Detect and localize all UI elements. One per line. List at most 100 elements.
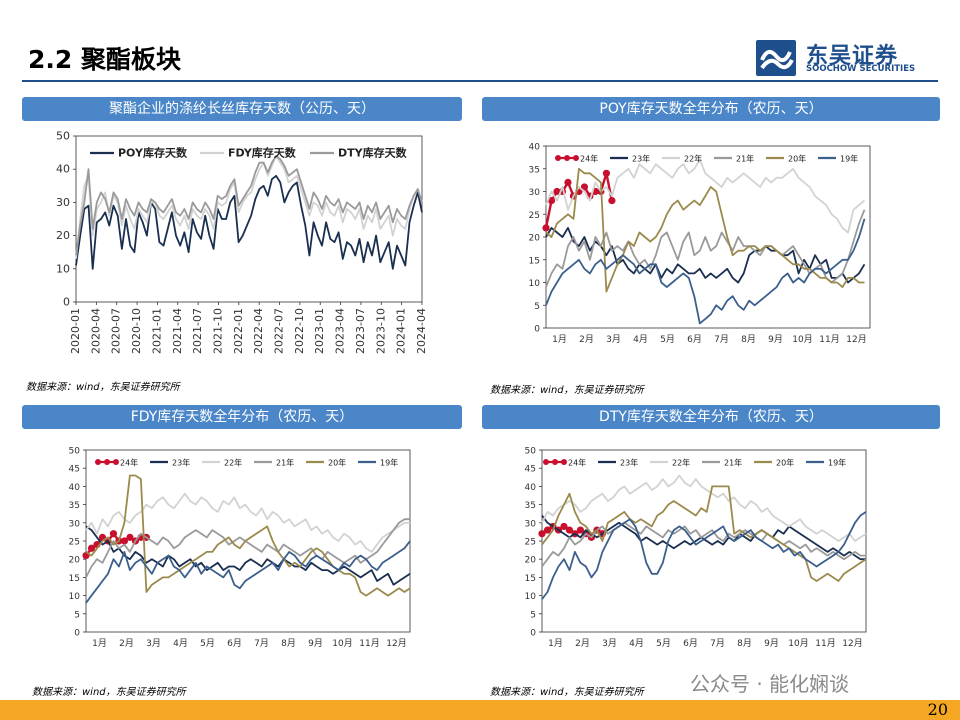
series-line-FDY库存天数	[75, 155, 423, 259]
y-tick-label: 20	[56, 229, 70, 242]
x-tick-label: 2022-01	[232, 308, 245, 354]
series-point-24年	[602, 169, 611, 177]
x-tick-label: 2月	[119, 638, 134, 649]
x-tick-label: 10月	[788, 638, 808, 649]
legend-label: 21年	[736, 154, 754, 164]
y-tick-label: 20	[525, 556, 537, 566]
series-point-24年	[542, 224, 550, 232]
x-tick-label: 8月	[737, 638, 752, 649]
legend-label: FDY库存天数	[228, 146, 297, 160]
x-tick-label: 2月	[579, 334, 594, 345]
x-tick-label: 2022-04	[252, 308, 265, 354]
y-tick-label: 45	[69, 465, 80, 475]
plot-frame	[541, 449, 867, 633]
x-tick-label: 6月	[687, 334, 702, 345]
x-tick-label: 2022-07	[273, 308, 286, 354]
legend-label: 24年	[580, 154, 598, 164]
x-tick-label: 4月	[633, 334, 648, 345]
legend-marker	[543, 459, 549, 465]
series-line-DTY库存天数	[75, 155, 423, 256]
series-point-24年	[553, 187, 561, 196]
series-line-19年	[545, 218, 866, 325]
x-tick-label: 12月	[846, 334, 866, 345]
x-tick-label: 4月	[173, 638, 188, 649]
x-tick-label: 6月	[683, 638, 698, 649]
y-tick-label: 15	[69, 574, 80, 584]
series-line-22年	[545, 158, 866, 234]
y-tick-label: 25	[525, 538, 536, 548]
x-tick-label: 3月	[606, 334, 621, 345]
series-line-POY库存天数	[75, 174, 423, 270]
x-tick-label: 2020-01	[69, 308, 82, 354]
legend-label: 19年	[380, 458, 398, 468]
y-tick-label: 20	[69, 556, 81, 566]
x-tick-label: 2021-01	[150, 308, 163, 354]
legend-marker	[555, 155, 561, 161]
x-tick-label: 2020-07	[110, 308, 123, 354]
x-tick-label: 2023-01	[313, 308, 326, 354]
x-tick-label: 2021-04	[171, 308, 184, 354]
y-tick-label: 25	[529, 211, 540, 221]
series-point-24年	[543, 526, 552, 534]
x-tick-label: 9月	[768, 334, 783, 345]
legend-label: 20年	[788, 154, 806, 164]
y-tick-label: 50	[56, 130, 70, 143]
y-tick-label: 10	[69, 592, 81, 602]
legend-label: 22年	[684, 154, 702, 164]
chart-fdy-lunar: 0 5 10 15 20 25 30 35 40 45 50 1月 2月 3月 4月 5月 6月 7月 8月 9月 10…	[69, 447, 411, 649]
legend-label: 21年	[724, 458, 742, 468]
page-title: 2.2 聚酯板块	[28, 45, 181, 74]
legend-label: 20年	[776, 458, 794, 468]
y-tick-label: 10	[529, 279, 541, 289]
x-tick-label: 5月	[200, 638, 215, 649]
x-tick-label: 2022-10	[293, 308, 306, 354]
legend-marker	[564, 155, 570, 161]
y-tick-label: 5	[534, 302, 540, 312]
legend-marker	[95, 459, 101, 465]
x-tick-label: 5月	[656, 638, 671, 649]
x-tick-label: 2023-07	[354, 308, 367, 354]
x-tick-label: 5月	[660, 334, 675, 345]
x-tick-label: 4月	[629, 638, 644, 649]
bottom-bar	[0, 700, 960, 720]
x-tick-label: 2021-07	[191, 308, 204, 354]
source-note-2: 数据来源：wind，东吴证券研究所	[490, 385, 644, 396]
legend-marker	[552, 459, 558, 465]
y-tick-label: 0	[74, 629, 80, 639]
series-point-24年	[580, 183, 589, 191]
x-tick-label: 2024-01	[395, 308, 408, 354]
series-line-20年	[541, 485, 867, 582]
x-tick-label: 2023-04	[334, 308, 347, 354]
x-tick-label: 6月	[227, 638, 242, 649]
x-tick-label: 2024-04	[415, 308, 428, 354]
x-tick-label: 3月	[602, 638, 617, 649]
y-tick-label: 5	[530, 610, 536, 620]
legend-marker	[573, 155, 579, 161]
chart-dty-lunar: 0 5 10 15 20 25 30 35 40 45 50 1月 2月 3月 4月 5月 6月 7月 8月 9月 10…	[525, 447, 867, 649]
series-line-19年	[85, 540, 411, 604]
x-tick-label: 1月	[92, 638, 107, 649]
x-tick-label: 2020-10	[130, 308, 143, 354]
series-point-24年	[109, 530, 118, 538]
y-tick-label: 35	[529, 165, 540, 175]
x-tick-label: 12月	[386, 638, 406, 649]
series-line-19年	[541, 511, 867, 600]
legend-label: DTY库存天数	[338, 146, 408, 160]
series-point-24年	[564, 178, 572, 186]
x-tick-label: 7月	[254, 638, 269, 649]
source-note-1: 数据来源：wind，东吴证券研究所	[26, 382, 180, 393]
series-point-24年	[538, 530, 546, 538]
logo-mark-icon	[756, 40, 796, 76]
series-line-21年	[85, 518, 410, 578]
source-note-4: 数据来源：wind，东吴证券研究所	[490, 687, 644, 698]
x-tick-label: 11月	[359, 638, 379, 649]
series-line-20年	[85, 474, 411, 597]
legend-label: 23年	[620, 458, 638, 468]
series-point-24年	[576, 526, 585, 534]
y-tick-label: 40	[56, 163, 70, 176]
x-tick-label: 8月	[281, 638, 296, 649]
x-tick-label: 8月	[741, 334, 756, 345]
y-tick-label: 10	[56, 262, 70, 275]
y-tick-label: 25	[69, 538, 80, 548]
series-point-24年	[126, 533, 134, 541]
